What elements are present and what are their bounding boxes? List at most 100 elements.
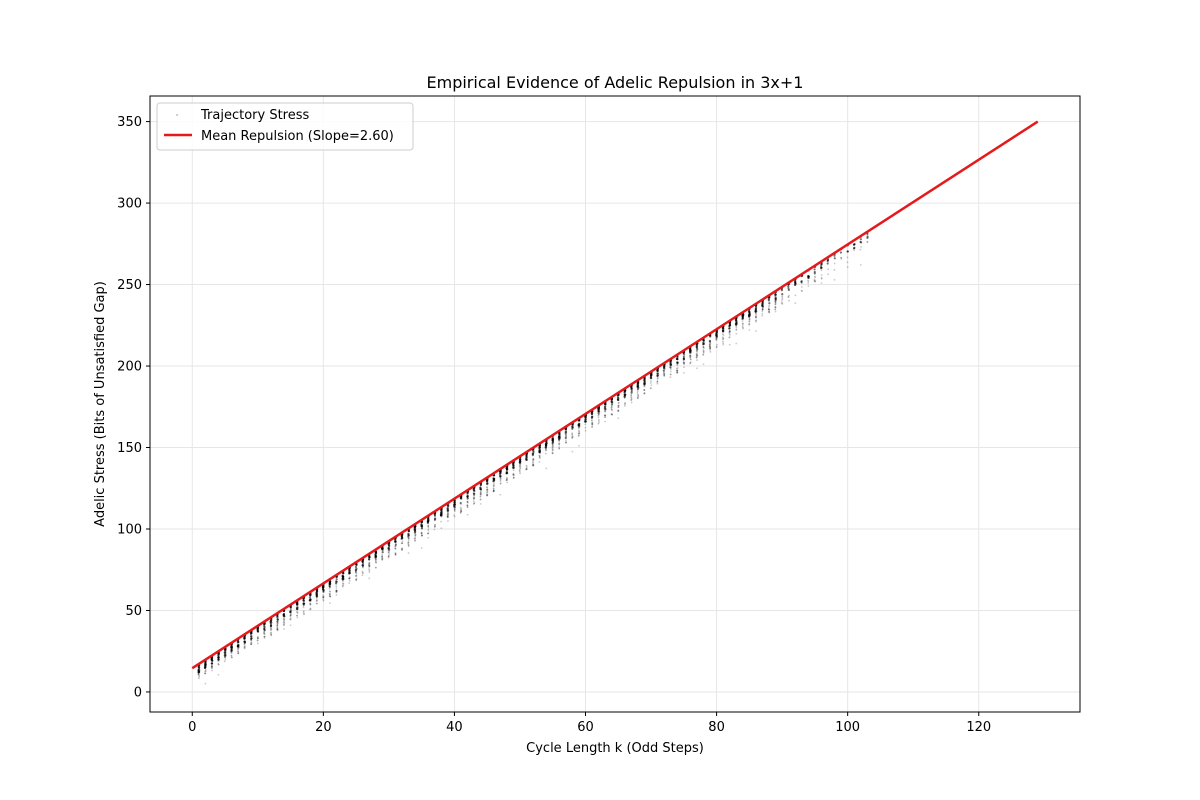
scatter-point — [748, 329, 751, 331]
scatter-point — [715, 338, 718, 341]
scatter-point — [656, 380, 659, 383]
scatter-point — [381, 558, 384, 561]
scatter-point — [630, 396, 632, 399]
scatter-point — [604, 402, 607, 405]
scatter-point — [315, 599, 318, 602]
scatter-point — [748, 320, 751, 322]
scatter-point — [401, 549, 404, 551]
scatter-point — [342, 577, 345, 580]
scatter-point — [243, 637, 246, 640]
scatter-point — [538, 456, 541, 459]
scatter-point — [512, 464, 515, 467]
scatter-point — [748, 318, 751, 321]
scatter-point — [839, 251, 842, 254]
scatter-point — [499, 477, 502, 480]
scatter-point — [840, 257, 842, 259]
scatter-point — [728, 331, 731, 333]
scatter-point — [767, 308, 770, 311]
scatter-point — [289, 613, 292, 616]
scatter-point — [820, 276, 823, 279]
scatter-point — [322, 598, 325, 601]
scatter-point — [827, 273, 830, 276]
scatter-point — [774, 298, 777, 301]
legend-item-trajectory-stress: Trajectory Stress — [200, 108, 309, 123]
scatter-point — [388, 544, 391, 547]
x-axis-ticks: 0 20 40 60 80 100 120 — [188, 712, 991, 735]
scatter-point — [375, 566, 377, 569]
scatter-point — [571, 435, 574, 438]
scatter-point — [492, 490, 495, 493]
scatter-point — [860, 241, 863, 244]
scatter-point — [545, 448, 547, 451]
scatter-point — [512, 473, 515, 476]
scatter-point — [637, 393, 639, 396]
scatter-point — [420, 532, 423, 535]
scatter-point — [426, 521, 430, 525]
scatter-point — [669, 361, 672, 364]
scatter-point — [767, 306, 770, 308]
scatter-point — [472, 497, 475, 500]
scatter-point — [577, 434, 580, 437]
scatter-point — [394, 539, 397, 542]
scatter-point — [695, 354, 698, 357]
scatter-point — [315, 589, 318, 592]
scatter-point — [460, 510, 463, 513]
scatter-point — [420, 534, 423, 537]
scatter-point — [519, 466, 522, 469]
scatter-point — [728, 329, 731, 332]
scatter-point — [794, 294, 797, 297]
scatter-point — [479, 493, 482, 495]
scatter-point — [244, 646, 246, 649]
scatter-point — [702, 346, 705, 348]
scatter-point — [584, 418, 587, 421]
scatter-point — [263, 633, 266, 636]
scatter-point — [591, 422, 593, 424]
scatter-point — [813, 278, 816, 281]
scatter-point — [519, 465, 522, 468]
scatter-point — [604, 414, 606, 417]
scatter-point — [532, 458, 535, 460]
scatter-point — [505, 479, 508, 481]
scatter-point — [486, 482, 489, 485]
scatter-point — [518, 469, 521, 472]
scatter-point — [413, 537, 416, 540]
scatter-point — [270, 625, 273, 628]
scatter-point — [604, 414, 607, 417]
scatter-point — [636, 396, 639, 399]
scatter-point — [801, 290, 803, 293]
scatter-point — [348, 577, 351, 580]
scatter-point — [551, 452, 554, 455]
scatter-point — [689, 356, 692, 359]
scatter-point — [420, 523, 423, 526]
scatter-point — [440, 511, 443, 514]
scatter-point — [722, 337, 725, 340]
scatter-point — [716, 343, 718, 346]
scatter-point — [598, 420, 600, 422]
scatter-point — [453, 503, 456, 506]
scatter-point — [630, 398, 633, 401]
scatter-point — [643, 392, 646, 395]
scatter-point — [853, 243, 856, 246]
scatter-point — [368, 562, 371, 565]
plot-frame — [149, 95, 1081, 713]
scatter-point — [636, 388, 639, 390]
scatter-point — [256, 635, 259, 638]
scatter-point — [295, 607, 299, 611]
scatter-point — [394, 552, 397, 555]
scatter-point — [335, 589, 338, 592]
scatter-point — [590, 419, 593, 422]
scatter-point — [741, 317, 744, 320]
scatter-point — [649, 376, 653, 379]
scatter-point — [676, 371, 678, 374]
scatter-point — [276, 622, 279, 625]
scatter-point — [748, 323, 751, 326]
scatter-point — [249, 635, 253, 638]
scatter-point — [551, 441, 554, 445]
scatter-point — [447, 512, 449, 515]
scatter-point — [623, 391, 626, 394]
scatter-point — [505, 479, 508, 482]
scatter-point — [611, 405, 613, 407]
scatter-point — [473, 502, 476, 504]
scatter-point — [525, 467, 528, 470]
scatter-point — [381, 555, 384, 558]
